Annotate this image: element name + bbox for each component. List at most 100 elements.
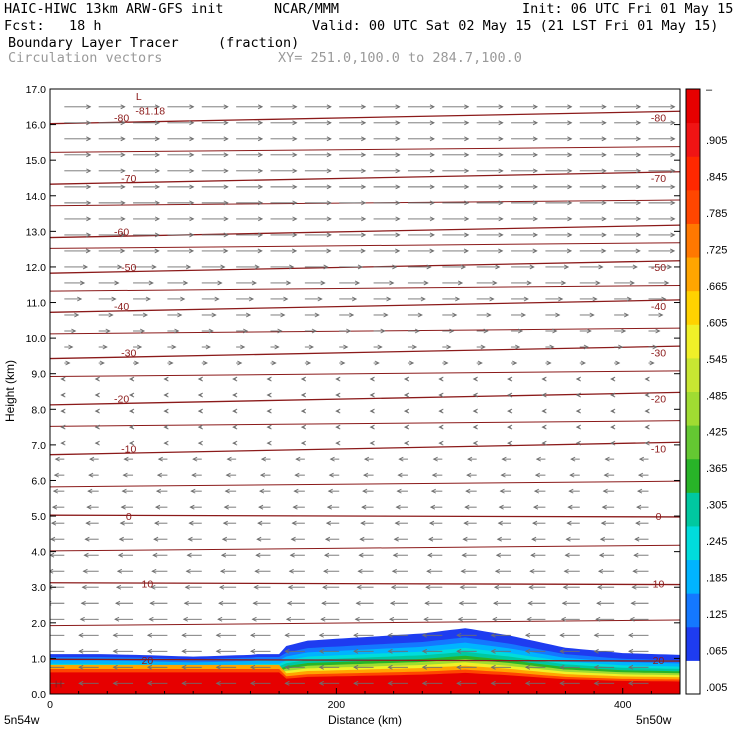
vector-arrow — [442, 264, 467, 270]
vector-arrow — [236, 248, 263, 254]
vector-arrow — [335, 376, 341, 382]
vector-head — [395, 104, 401, 110]
vector-arrow — [373, 296, 392, 302]
vector-arrow — [167, 152, 195, 158]
vector-arrow — [83, 552, 99, 558]
vector-head — [317, 296, 323, 302]
vector-head — [292, 504, 298, 510]
vector-head — [392, 552, 398, 558]
vector-arrow — [78, 648, 99, 654]
vector-head — [403, 376, 410, 382]
vector-head — [300, 424, 307, 430]
vector-head — [369, 440, 375, 446]
vector-head — [615, 360, 621, 366]
vector-arrow — [373, 152, 401, 158]
vector-head — [532, 120, 539, 126]
vector-head — [563, 568, 569, 574]
vector-head — [438, 408, 444, 414]
vector-arrow — [560, 616, 580, 622]
vector-arrow — [396, 488, 408, 494]
vector-arrow — [545, 312, 561, 318]
vector-head — [86, 504, 92, 510]
vector-head — [259, 472, 266, 478]
vector-head — [630, 600, 636, 606]
vector-head — [123, 456, 129, 462]
vector-head — [507, 440, 513, 446]
vector-head — [438, 440, 444, 446]
contour-label: -20 — [651, 394, 666, 406]
vector-arrow — [236, 152, 264, 158]
vector-arrow — [133, 328, 146, 334]
vector-head — [638, 456, 645, 462]
vector-arrow — [181, 632, 202, 638]
vector-arrow — [387, 664, 408, 670]
vector-arrow — [183, 600, 202, 606]
vector-head — [325, 520, 332, 526]
vector-head — [498, 200, 504, 206]
vector-head — [295, 456, 301, 462]
vector-head — [257, 200, 264, 206]
vector-head — [601, 120, 607, 126]
vector-head — [423, 280, 429, 286]
colorbar-swatch — [686, 324, 700, 359]
vector-head — [429, 120, 435, 126]
vector-head — [636, 488, 643, 494]
vector-head — [499, 488, 505, 494]
vector-head — [292, 120, 298, 126]
vector-arrow — [249, 680, 271, 686]
vector-head — [558, 296, 564, 302]
vector-arrow — [50, 634, 65, 636]
vector-arrow — [442, 104, 470, 110]
vector-head — [623, 312, 630, 318]
vector-arrow — [270, 152, 298, 158]
vector-arrow — [219, 584, 237, 590]
vector-head — [389, 600, 396, 606]
vector-head — [546, 360, 552, 366]
vector-head — [326, 200, 332, 206]
vector-head — [489, 296, 495, 302]
y-tick-label: 5.0 — [31, 511, 46, 523]
vector-arrow — [339, 344, 349, 350]
vector-head — [427, 536, 434, 542]
vector-arrow — [98, 168, 126, 174]
vector-arrow — [495, 552, 512, 558]
contour-line — [50, 299, 680, 313]
vector-head — [465, 488, 471, 494]
vector-head — [533, 488, 540, 494]
vector-head — [223, 152, 229, 158]
vector-arrow — [407, 200, 435, 206]
vector-head — [601, 232, 607, 238]
vector-arrow — [353, 664, 374, 670]
vector-head — [65, 360, 71, 366]
vector-arrow — [201, 136, 229, 142]
vector-arrow — [290, 536, 305, 542]
vector-head — [205, 344, 211, 350]
vector-arrow — [559, 648, 580, 654]
vector-arrow — [123, 456, 134, 462]
vector-head — [601, 216, 607, 222]
vector-arrow — [191, 472, 202, 478]
vector-arrow — [163, 424, 169, 430]
vector-arrow — [431, 472, 443, 478]
vector-head — [589, 312, 595, 318]
vector-arrow — [201, 280, 223, 286]
vector-head — [114, 280, 120, 286]
vector-arrow — [476, 264, 501, 270]
vector-head — [532, 248, 538, 254]
vector-arrow — [163, 408, 169, 414]
vector-arrow — [559, 680, 580, 686]
vector-arrow — [648, 296, 667, 302]
vector-head — [358, 552, 364, 558]
vector-head — [559, 664, 565, 670]
colorbar-swatch — [686, 223, 700, 258]
vector-arrow — [442, 360, 449, 366]
vector-arrow — [648, 120, 676, 126]
vector-head — [464, 120, 470, 126]
vector-arrow — [511, 120, 539, 126]
vector-head — [635, 184, 642, 190]
vector-arrow — [353, 632, 374, 638]
vector-head — [464, 136, 470, 142]
vector-arrow — [167, 248, 195, 254]
vector-arrow — [614, 344, 624, 350]
org-label: NCAR/MMM — [274, 1, 340, 17]
